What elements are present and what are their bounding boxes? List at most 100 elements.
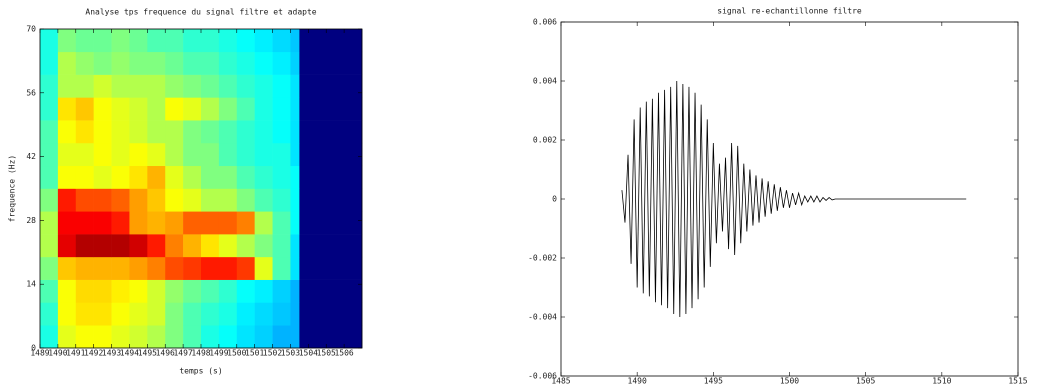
heat-cell: [218, 142, 238, 167]
heat-cell: [236, 302, 255, 326]
heat-cell: [236, 74, 255, 98]
heat-cell: [272, 234, 291, 258]
heat-cell: [75, 142, 94, 167]
heat-cell: [165, 188, 184, 212]
heat-cell: [218, 256, 238, 280]
heat-cell: [147, 211, 166, 235]
heat-cell: [290, 234, 300, 258]
heat-cell: [75, 120, 94, 144]
heat-cell: [147, 51, 166, 75]
heat-cell: [290, 188, 300, 212]
heat-cell: [299, 97, 363, 121]
heat-cell: [75, 256, 94, 280]
heat-cell: [93, 29, 112, 53]
heat-cell: [254, 279, 273, 303]
heat-cell: [129, 51, 148, 75]
y-tick-label: 56: [26, 88, 36, 97]
heat-cell: [75, 165, 94, 189]
heat-cell: [40, 234, 59, 258]
heat-cell: [272, 142, 291, 167]
x-tick-label: 1495: [704, 377, 723, 385]
x-tick-label: 1494: [120, 349, 139, 358]
heat-cell: [75, 97, 94, 121]
y-tick-label: -0.004: [528, 313, 557, 322]
heat-cell: [290, 325, 300, 349]
heat-cell: [299, 51, 363, 75]
heat-cell: [57, 234, 77, 258]
heat-cell: [236, 165, 255, 189]
heat-cell: [290, 120, 300, 144]
heat-cell: [111, 234, 130, 258]
heat-cell: [147, 97, 166, 121]
heat-cell: [111, 142, 130, 167]
heat-cell: [165, 211, 184, 235]
heat-cell: [236, 120, 255, 144]
heat-cell: [57, 142, 77, 167]
heat-cell: [129, 188, 148, 212]
heat-cell: [75, 74, 94, 98]
heat-cell: [111, 51, 130, 75]
heat-cell: [129, 211, 148, 235]
heat-cell: [111, 325, 130, 349]
heat-cell: [236, 51, 255, 75]
heat-cell: [183, 279, 202, 303]
heat-cell: [40, 325, 59, 349]
heat-cell: [129, 279, 148, 303]
heat-cell: [111, 302, 130, 326]
heat-cell: [129, 165, 148, 189]
signal-line: [621, 80, 967, 318]
heat-cell: [254, 302, 273, 326]
heat-cell: [290, 279, 300, 303]
heat-cell: [254, 188, 273, 212]
heat-cell: [40, 211, 59, 235]
x-axis-label: temps (s): [179, 367, 222, 376]
y-tick-label: 0: [31, 344, 36, 353]
heat-cell: [299, 165, 363, 189]
heat-cell: [75, 211, 94, 235]
heat-cell: [218, 302, 238, 326]
heat-cell: [57, 97, 77, 121]
heat-cell: [129, 97, 148, 121]
heat-cell: [218, 165, 238, 189]
heat-cell: [165, 234, 184, 258]
heat-cell: [290, 211, 300, 235]
heat-cell: [40, 279, 59, 303]
heat-cell: [147, 279, 166, 303]
x-tick-label: 1499: [209, 349, 228, 358]
heat-cell: [299, 302, 363, 326]
heat-cell: [183, 97, 202, 121]
heat-cell: [57, 51, 77, 75]
heat-cell: [254, 74, 273, 98]
heat-cell: [75, 51, 94, 75]
heat-cell: [147, 325, 166, 349]
heat-cell: [290, 74, 300, 98]
heat-cell: [218, 29, 238, 53]
heat-cell: [201, 97, 220, 121]
heat-cell: [75, 188, 94, 212]
heat-cell: [218, 188, 238, 212]
heat-cell: [254, 51, 273, 75]
heat-cell: [147, 234, 166, 258]
x-tick-label: 1500: [227, 349, 246, 358]
heat-cell: [75, 302, 94, 326]
heat-cell: [147, 74, 166, 98]
y-tick-label: 0: [552, 195, 557, 204]
y-tick-label: 70: [26, 25, 36, 34]
heat-cell: [111, 188, 130, 212]
x-tick-label: 1500: [780, 377, 799, 385]
heat-cell: [129, 325, 148, 349]
heat-cell: [183, 29, 202, 53]
x-tick-label: 1490: [628, 377, 647, 385]
heat-cell: [40, 97, 59, 121]
x-tick-label: 1498: [191, 349, 210, 358]
x-tick-label: 1501: [245, 349, 264, 358]
heat-cell: [272, 256, 291, 280]
heat-cell: [75, 29, 94, 53]
heat-cell: [93, 165, 112, 189]
heat-cell: [183, 188, 202, 212]
heat-cell: [254, 234, 273, 258]
x-tick-label: 1493: [102, 349, 121, 358]
heat-cell: [218, 234, 238, 258]
y-tick-label: 0.004: [533, 77, 557, 86]
heat-cell: [93, 325, 112, 349]
